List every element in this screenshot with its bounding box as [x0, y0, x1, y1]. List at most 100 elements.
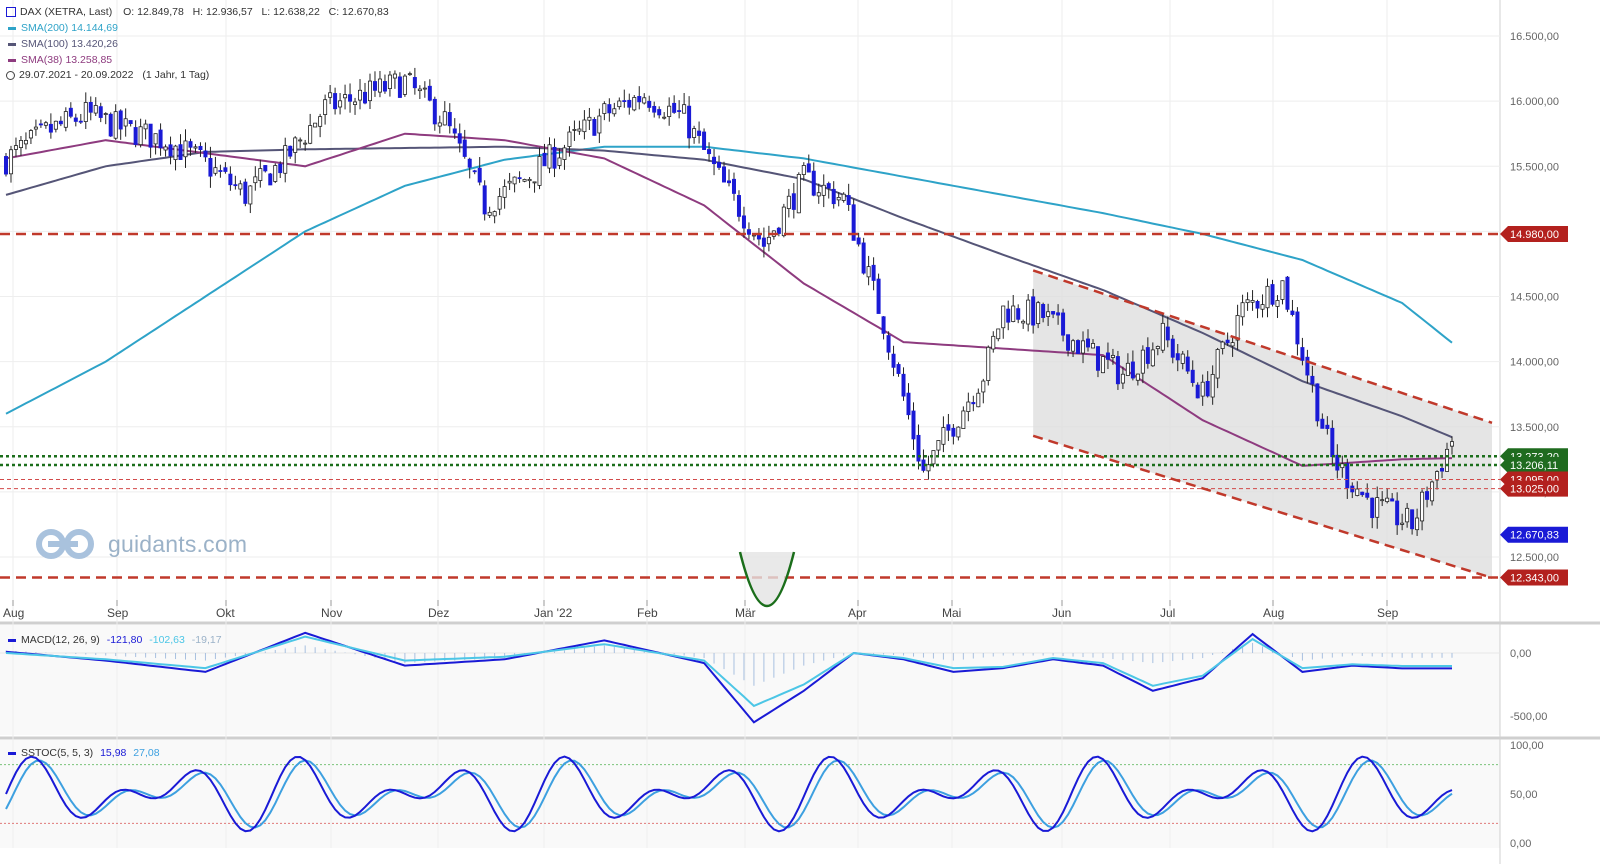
candle-body — [1115, 356, 1120, 385]
candle-body — [1031, 296, 1036, 326]
candle-body — [1036, 302, 1041, 324]
time-tick-label: Aug — [3, 606, 24, 620]
horizontal-levels — [0, 232, 1500, 579]
candle-body — [692, 128, 697, 138]
candle-body — [1385, 497, 1390, 503]
candle-body — [407, 73, 412, 76]
candlesticks — [4, 67, 1455, 536]
candle-body — [1320, 418, 1325, 429]
candle-body — [233, 184, 238, 187]
candle-body — [1295, 311, 1300, 345]
candle-body — [1395, 500, 1400, 526]
candle-body — [587, 116, 592, 121]
candle-body — [1215, 349, 1220, 379]
candle-body — [1076, 340, 1081, 354]
candle-body — [1051, 311, 1056, 315]
candle-body — [1190, 369, 1195, 383]
level-label-box — [1500, 569, 1568, 586]
candle-body — [916, 434, 921, 462]
candle-body — [28, 130, 33, 139]
candle-body — [1430, 481, 1435, 502]
candle-body — [1400, 522, 1405, 525]
candle-body — [582, 119, 587, 133]
candle-body — [1440, 467, 1445, 472]
candle-body — [447, 112, 452, 127]
time-tick-label: Mär — [735, 606, 756, 620]
candle-body — [353, 101, 358, 105]
level-label-box — [1500, 457, 1568, 474]
moving-average-lines — [5, 132, 1453, 467]
time-tick-label: Aug — [1263, 606, 1284, 620]
candle-body — [831, 188, 836, 205]
candle-body — [826, 183, 831, 189]
candle-body — [971, 402, 976, 405]
macd-panel: 0,00 -500,00 — [0, 631, 1547, 724]
candle-body — [996, 328, 1001, 340]
candle-body — [93, 105, 98, 114]
candle-body — [682, 104, 687, 114]
candle-body — [607, 104, 612, 114]
stochastic-panel: 100,00 50,00 0,00 — [0, 740, 1544, 850]
candle-body — [53, 120, 58, 130]
candle-body — [592, 119, 597, 136]
candle-body — [1021, 320, 1026, 324]
candle-body — [48, 123, 53, 133]
candle-body — [956, 426, 961, 438]
candle-body — [612, 108, 617, 115]
macd-value: -121,80 — [106, 634, 143, 646]
candle-body — [1061, 312, 1066, 336]
candle-body — [348, 94, 353, 102]
candle-body — [836, 197, 841, 201]
candle-body — [1355, 488, 1360, 496]
candle-body — [1026, 299, 1031, 325]
candle-body — [1275, 300, 1280, 307]
price-tick-label: 12.500,00 — [1510, 552, 1559, 564]
candle-body — [627, 99, 632, 108]
candle-body — [966, 401, 971, 412]
candle-body — [677, 110, 682, 112]
stoch-tick-label: 0,00 — [1510, 838, 1531, 850]
candle-body — [1056, 312, 1061, 316]
candle-body — [477, 167, 482, 183]
candle-body — [866, 266, 871, 278]
level-price-labels: 14.980,0013.273,2013.206,1113.095,0013.0… — [1500, 225, 1568, 586]
candle-body — [143, 123, 148, 130]
candle-body — [746, 229, 751, 235]
candle-body — [1410, 509, 1415, 530]
candle-body — [911, 410, 916, 440]
candle-body — [901, 373, 906, 397]
candle-body — [412, 77, 417, 89]
candle-body — [776, 227, 781, 234]
candle-body — [273, 165, 278, 182]
candle-body — [258, 168, 263, 181]
candle-body — [652, 105, 657, 113]
macd-signal-line — [5, 635, 1452, 708]
candle-body — [502, 186, 507, 198]
candle-body — [1415, 517, 1420, 531]
time-tick-label: Feb — [637, 606, 658, 620]
candle-body — [363, 91, 368, 104]
candle-body — [727, 180, 732, 184]
candle-body — [497, 196, 502, 210]
channel-lower-line — [1032, 434, 1493, 580]
sma100-swatch — [8, 42, 16, 46]
candle-body — [951, 427, 956, 437]
sma100-value: 13.420,26 — [71, 38, 118, 50]
stoch-legend: SSTOC(5, 5, 3) 15,98 27,08 — [8, 747, 160, 759]
level-label-text: 12.343,00 — [1510, 572, 1559, 584]
candle-body — [377, 78, 382, 93]
candle-body — [452, 128, 457, 134]
candle-body — [1225, 339, 1230, 344]
candle-body — [397, 76, 402, 98]
candle-body — [946, 424, 951, 431]
candle-body — [1435, 471, 1440, 481]
candle-body — [218, 170, 223, 172]
candle-body — [253, 176, 258, 184]
candle-body — [492, 211, 497, 217]
candle-body — [88, 101, 93, 113]
candle-body — [662, 116, 667, 119]
candle-body — [667, 105, 672, 117]
candle-body — [657, 109, 662, 116]
time-tick-label: Nov — [321, 606, 342, 620]
